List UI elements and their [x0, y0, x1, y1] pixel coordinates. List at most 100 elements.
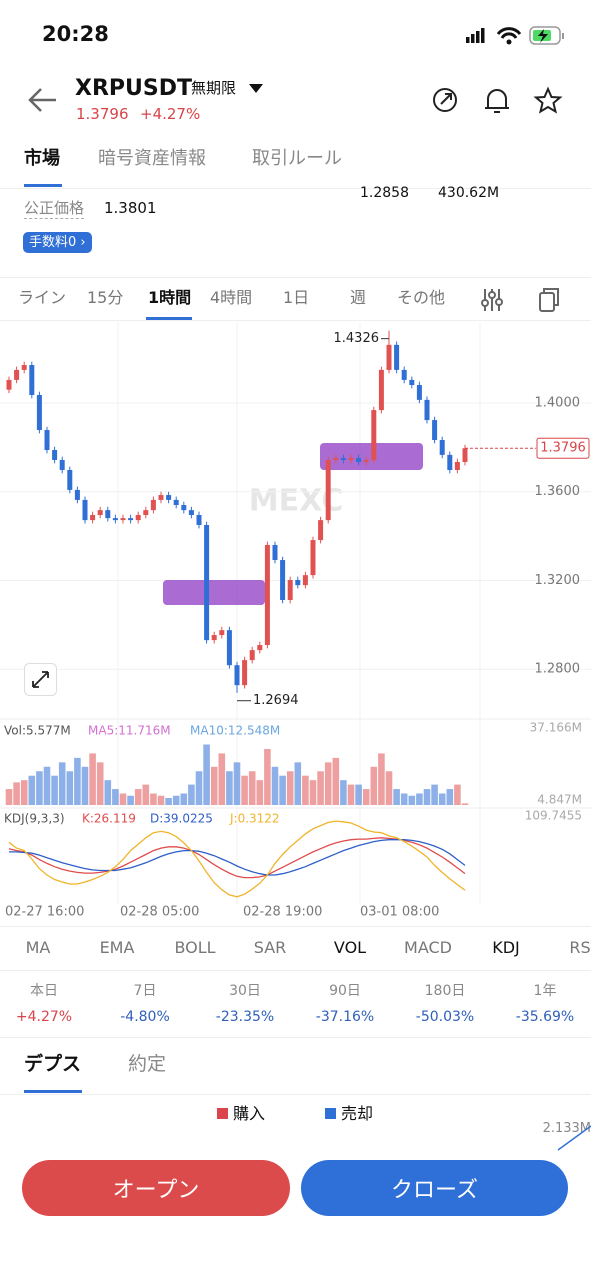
volume-bar: [172, 795, 180, 805]
candle-body: [394, 344, 400, 370]
kdj-header: D:39.0225: [150, 812, 213, 826]
legend-swatch: [325, 1108, 336, 1119]
expand-button[interactable]: [24, 663, 57, 696]
interval[interactable]: 1時間: [148, 288, 192, 307]
volume-bar: [423, 789, 431, 805]
interval[interactable]: 4時間: [210, 288, 253, 307]
volume-bar: [188, 784, 195, 805]
divider: [0, 1094, 591, 1095]
candle-body: [363, 459, 369, 462]
volume-bar: [180, 793, 188, 805]
period-label: 本日: [30, 983, 58, 999]
period-label: 180日: [424, 983, 466, 999]
interval[interactable]: 15分: [87, 288, 124, 307]
candle-body: [401, 369, 407, 380]
indicator[interactable]: MACD: [404, 938, 452, 957]
volume-bar: [28, 775, 36, 805]
indicator[interactable]: KDJ: [492, 938, 520, 957]
fair-price: 1.3801: [104, 199, 157, 217]
candle-body: [226, 630, 232, 666]
volume-bar: [74, 757, 81, 805]
indicator[interactable]: SAR: [253, 938, 287, 957]
candle-body: [318, 520, 324, 541]
volume-bar: [385, 771, 393, 805]
depth-tab[interactable]: 約定: [128, 1053, 167, 1075]
volume-bar: [393, 789, 400, 805]
indicator[interactable]: EMA: [99, 938, 135, 957]
divider: [0, 188, 591, 189]
volume-bar: [142, 784, 150, 805]
indicator[interactable]: BOLL: [174, 938, 216, 957]
volume-bar: [5, 789, 13, 805]
volume-bar: [119, 793, 127, 805]
volume-bar: [446, 789, 454, 805]
x-tick-label: 02-27 16:00: [5, 905, 84, 920]
volume-bar: [302, 775, 309, 805]
volume-bar: [416, 793, 423, 805]
kdj-header: J:0.3122: [229, 812, 280, 826]
volume-bar: [203, 744, 210, 805]
candle-body: [82, 499, 88, 521]
tab[interactable]: 暗号資産情報: [98, 148, 206, 169]
candle-body: [44, 430, 50, 451]
indicator[interactable]: VOL: [333, 938, 367, 957]
depth-amount: 2.133M: [542, 1121, 591, 1136]
tab[interactable]: 取引ルール: [252, 148, 342, 169]
interval[interactable]: 1日: [283, 288, 310, 307]
volume-bar: [20, 780, 28, 805]
candle-body: [333, 457, 339, 460]
interval[interactable]: ライン: [18, 288, 67, 307]
volume-bar: [400, 793, 408, 805]
candle-body: [242, 660, 248, 686]
kdj-header: K:26.119: [82, 812, 136, 826]
chart-tools[interactable]: [478, 285, 568, 315]
header-price: 1.3796: [76, 105, 129, 123]
period-value: -23.35%: [215, 1009, 275, 1025]
candle-body: [6, 379, 12, 390]
tab-underline: [24, 184, 62, 187]
candle-body: [166, 495, 172, 500]
volume-bar: [362, 789, 370, 805]
volume-bar: [279, 775, 286, 805]
tab[interactable]: 市場: [24, 148, 60, 169]
interval-underline: [146, 317, 192, 320]
back-button[interactable]: [26, 86, 60, 114]
kdj-tick-label: 109.7455: [525, 809, 582, 823]
candle-body: [295, 580, 301, 586]
volume-bar: [264, 748, 271, 805]
fee-badge[interactable]: 手数料0 ›: [23, 232, 92, 253]
legend-swatch: [217, 1108, 228, 1119]
interval[interactable]: 週: [350, 288, 367, 307]
volume-bar: [51, 775, 58, 805]
interval[interactable]: その他: [397, 288, 446, 307]
candle-body: [196, 515, 202, 525]
candle-body: [90, 515, 96, 521]
volume-bar: [355, 784, 362, 805]
candle-body: [173, 499, 179, 506]
volume-tick-label: 37.166M: [530, 721, 582, 735]
volume-header: Vol:5.577M: [4, 724, 71, 738]
candle-body: [409, 379, 415, 386]
y-tick-label: 1.3600: [535, 484, 581, 499]
legend-sell: 売却: [341, 1104, 374, 1123]
indicator[interactable]: RS: [569, 938, 591, 957]
volume-bar: [66, 771, 74, 805]
kdj-line: [9, 839, 466, 876]
close-button[interactable]: クローズ: [301, 1160, 568, 1216]
period-value: +4.27%: [15, 1009, 73, 1025]
candle-body: [234, 665, 240, 686]
volume-bar: [112, 789, 119, 805]
open-button[interactable]: オープン: [22, 1160, 290, 1216]
indicator[interactable]: MA: [25, 938, 51, 957]
candle-body: [188, 510, 194, 516]
header-icons[interactable]: [430, 86, 570, 116]
depth-tab[interactable]: デプス: [24, 1053, 82, 1075]
symbol[interactable]: XRPUSDT: [75, 76, 193, 101]
volume-bar: [58, 762, 66, 805]
x-tick-label: 03-01 08:00: [360, 905, 439, 920]
period-label: 90日: [329, 983, 361, 999]
volume-bar: [408, 795, 416, 805]
contract-tag: 無期限: [191, 79, 237, 97]
status-time: 20:28: [42, 22, 109, 46]
dropdown-arrow[interactable]: [248, 83, 264, 95]
